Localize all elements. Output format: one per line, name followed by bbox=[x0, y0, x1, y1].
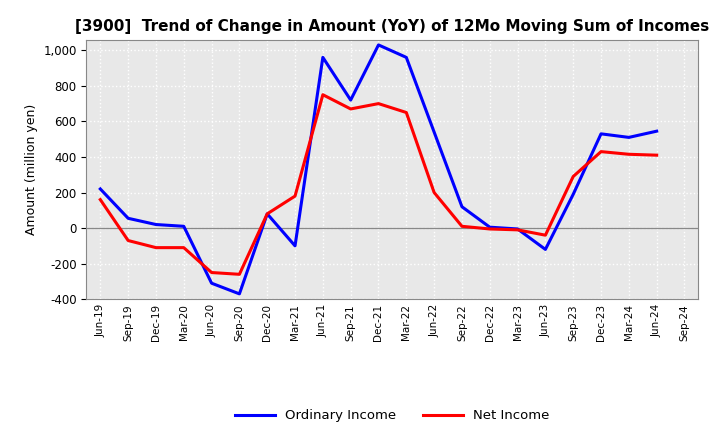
Ordinary Income bbox=[402, 55, 410, 60]
Net Income bbox=[152, 245, 161, 250]
Net Income bbox=[458, 224, 467, 229]
Ordinary Income bbox=[430, 129, 438, 135]
Ordinary Income bbox=[569, 192, 577, 197]
Ordinary Income bbox=[96, 186, 104, 191]
Net Income bbox=[569, 174, 577, 179]
Y-axis label: Amount (million yen): Amount (million yen) bbox=[24, 104, 37, 235]
Ordinary Income bbox=[235, 291, 243, 297]
Ordinary Income bbox=[152, 222, 161, 227]
Net Income bbox=[96, 197, 104, 202]
Net Income bbox=[124, 238, 132, 243]
Net Income bbox=[485, 226, 494, 231]
Ordinary Income bbox=[652, 128, 661, 134]
Legend: Ordinary Income, Net Income: Ordinary Income, Net Income bbox=[230, 404, 555, 428]
Ordinary Income bbox=[346, 97, 355, 103]
Ordinary Income bbox=[318, 55, 327, 60]
Ordinary Income bbox=[597, 131, 606, 136]
Line: Net Income: Net Income bbox=[100, 95, 657, 274]
Ordinary Income bbox=[207, 281, 216, 286]
Net Income bbox=[374, 101, 383, 106]
Net Income bbox=[597, 149, 606, 154]
Net Income bbox=[652, 153, 661, 158]
Ordinary Income bbox=[179, 224, 188, 229]
Net Income bbox=[402, 110, 410, 115]
Line: Ordinary Income: Ordinary Income bbox=[100, 45, 657, 294]
Net Income bbox=[513, 227, 522, 232]
Net Income bbox=[263, 211, 271, 216]
Net Income bbox=[541, 233, 550, 238]
Net Income bbox=[291, 194, 300, 199]
Net Income bbox=[430, 190, 438, 195]
Net Income bbox=[235, 271, 243, 277]
Net Income bbox=[318, 92, 327, 97]
Ordinary Income bbox=[291, 243, 300, 249]
Ordinary Income bbox=[624, 135, 633, 140]
Net Income bbox=[207, 270, 216, 275]
Ordinary Income bbox=[374, 42, 383, 48]
Net Income bbox=[346, 106, 355, 112]
Ordinary Income bbox=[124, 216, 132, 221]
Net Income bbox=[179, 245, 188, 250]
Ordinary Income bbox=[513, 226, 522, 231]
Ordinary Income bbox=[458, 204, 467, 209]
Ordinary Income bbox=[485, 224, 494, 230]
Ordinary Income bbox=[541, 247, 550, 252]
Title: [3900]  Trend of Change in Amount (YoY) of 12Mo Moving Sum of Incomes: [3900] Trend of Change in Amount (YoY) o… bbox=[76, 19, 709, 34]
Net Income bbox=[624, 152, 633, 157]
Ordinary Income bbox=[263, 211, 271, 216]
